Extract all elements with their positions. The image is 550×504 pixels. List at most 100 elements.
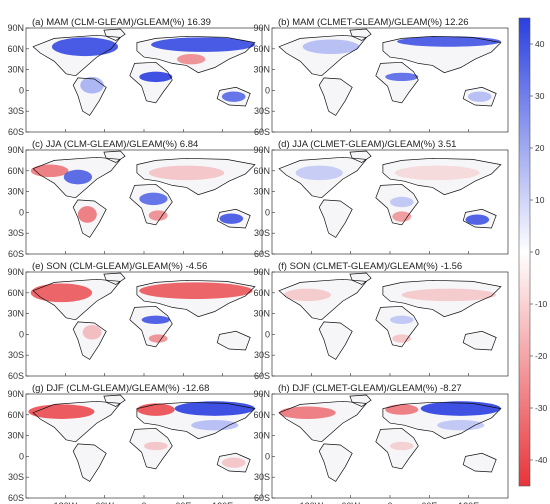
colorbar-ticks: 40 30 20 10 0 -10 -20 -30 -40 [530,39,548,465]
lat-tick-label: 60S [254,493,270,503]
anomaly-region [392,334,412,343]
land-na [279,157,367,198]
colorbar-tick-label: -10 [535,299,548,309]
lat-tick-label: 60S [254,127,270,137]
land-eu [382,280,501,317]
coastline-eu [136,157,256,196]
land-au [463,331,497,350]
anomaly-region [63,169,93,185]
coastline-au [462,86,497,107]
lon-tick-label: 60W [95,501,114,504]
lat-tick-label: 30N [7,431,24,441]
panel-title: (c) JJA (CLM-GLEAM)/GLEAM(%) 6.84 [32,139,198,150]
anomaly-region [283,288,331,302]
anomaly-region [219,213,244,224]
land-sa [73,443,107,482]
coastline-gr [103,394,126,407]
lat-tick-label: 0 [265,451,270,461]
coastline-eu [382,401,502,440]
coastline-eu [382,157,502,196]
anomaly-region [437,420,485,431]
map-panel-djf-clm: (g) DJF (CLM-GLEAM)/GLEAM(%) -12.68 90N 60… [7,383,263,504]
coastline-gr [349,394,372,407]
coastline-eu [382,35,502,74]
lat-tick-label: 90N [253,267,270,277]
lat-tick-label: 90N [7,145,24,155]
coastline-sa [72,199,107,238]
anomaly-region [397,36,501,47]
lat-tick-label: 60S [254,249,270,259]
coastline-au [216,330,251,351]
coastline-af [375,61,419,104]
panel-title: (h) DJF (CLMET-GLEAM)/GLEAM(%) -8.27 [278,383,462,394]
colorbar-tick-label: -20 [535,351,548,361]
lon-tick-label: 60W [341,501,360,504]
coastline-au [216,86,251,107]
lat-tick-label: 60S [254,371,270,381]
lat-tick-label: 30S [8,228,24,238]
coastline-eu [136,401,256,440]
coastline-eu [136,279,256,318]
coastline-au [462,330,497,351]
colorbar-tick-label: -30 [535,403,548,413]
land-sa [319,443,353,482]
coastline-sa [318,199,353,238]
coastline-na [278,400,368,443]
lon-tick-label: 0 [141,501,146,504]
coastline-gr [103,150,126,163]
coastline-gr [103,272,126,285]
lat-tick-label: 60N [253,44,270,54]
anomaly-region [139,282,253,300]
anomaly-region [82,325,102,340]
anomaly-region [177,54,206,65]
anomaly-region [465,214,490,225]
anomaly-region [139,71,173,83]
lat-tick-label: 60N [7,166,24,176]
lat-tick-label: 60S [8,493,24,503]
map-panel-mam-clmet: (b) MAM (CLMET-GLEAM)/GLEAM(%) 12.26 90N 6… [253,17,509,137]
coastline-af [129,427,173,470]
lat-tick-label: 60N [7,410,24,420]
lat-tick-label: 30N [253,65,270,75]
coastline-na [278,278,368,321]
coastline-sa [318,321,353,360]
anomaly-region [136,403,175,416]
land-sa [319,321,353,360]
coastline-au [462,208,497,229]
anomaly-region [151,37,255,52]
land-au [463,453,497,472]
coastline-gr [349,272,372,285]
lon-tick-label: 120E [212,501,233,504]
coastline-au [216,452,251,473]
coastline-sa [318,77,353,116]
colorbar-tick-label: 40 [535,39,545,49]
map-panel-djf-clmet: (h) DJF (CLMET-GLEAM)/GLEAM(%) -8.27 90N 6… [253,383,509,504]
anomaly-region [221,457,246,468]
lat-tick-label: 60S [8,127,24,137]
lat-tick-label: 60N [7,288,24,298]
anomaly-region [174,401,255,416]
coastline-na [278,34,368,77]
lat-tick-label: 60N [253,288,270,298]
lat-tick-label: 60N [253,166,270,176]
coastline-na [32,278,122,321]
coastline-af [375,427,419,470]
anomaly-region [51,37,119,57]
anomaly-region [279,406,336,419]
coastline-af [375,305,419,348]
coastline-af [129,305,173,348]
lat-tick-label: 30S [254,472,270,482]
coastline-af [375,183,419,226]
lon-tick-label: 60E [175,501,191,504]
anomaly-region [148,210,168,221]
colorbar-tick-label: 30 [535,91,545,101]
coastline-gr [349,150,372,163]
lat-tick-label: 60N [253,410,270,420]
anomaly-region [392,211,412,222]
colorbar-tick-label: -40 [535,455,548,465]
anomaly-region [141,315,170,324]
land-sa [319,199,353,238]
lon-tick-label: 120W [300,501,324,504]
lat-tick-label: 0 [19,451,24,461]
coastline-na [32,34,122,77]
